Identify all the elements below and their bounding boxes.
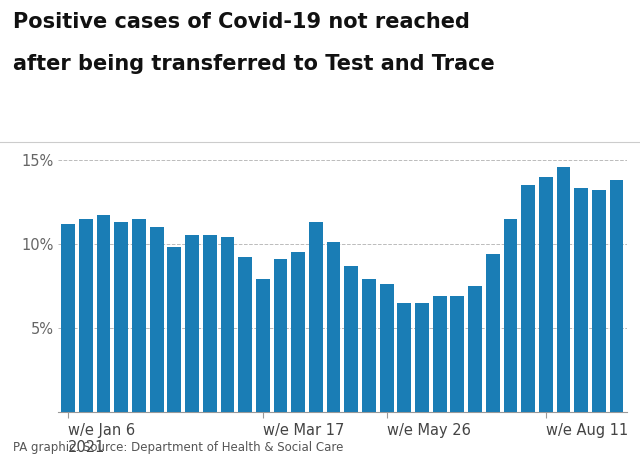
Bar bbox=[574, 188, 588, 412]
Bar bbox=[468, 286, 482, 412]
Bar bbox=[221, 237, 234, 412]
Bar bbox=[150, 227, 164, 412]
Text: Positive cases of Covid-19 not reached: Positive cases of Covid-19 not reached bbox=[13, 12, 470, 32]
Bar bbox=[433, 296, 447, 412]
Bar bbox=[238, 257, 252, 412]
Bar bbox=[168, 247, 181, 412]
Bar bbox=[362, 279, 376, 412]
Bar bbox=[380, 284, 394, 412]
Bar bbox=[115, 222, 128, 412]
Bar bbox=[256, 279, 269, 412]
Bar bbox=[326, 242, 340, 412]
Bar bbox=[451, 296, 464, 412]
Bar bbox=[203, 235, 216, 412]
Text: PA graphic. Source: Department of Health & Social Care: PA graphic. Source: Department of Health… bbox=[13, 441, 343, 454]
Bar bbox=[539, 177, 553, 412]
Text: after being transferred to Test and Trace: after being transferred to Test and Trac… bbox=[13, 54, 495, 74]
Bar bbox=[291, 252, 305, 412]
Bar bbox=[344, 266, 358, 412]
Bar bbox=[61, 224, 75, 412]
Bar bbox=[415, 303, 429, 412]
Bar bbox=[132, 219, 146, 412]
Bar bbox=[97, 215, 111, 412]
Bar bbox=[504, 219, 517, 412]
Bar bbox=[79, 219, 93, 412]
Bar bbox=[486, 254, 500, 412]
Bar bbox=[185, 235, 199, 412]
Bar bbox=[273, 259, 287, 412]
Bar bbox=[557, 166, 570, 412]
Bar bbox=[610, 180, 623, 412]
Bar bbox=[397, 303, 412, 412]
Bar bbox=[309, 222, 323, 412]
Bar bbox=[521, 185, 535, 412]
Bar bbox=[592, 190, 606, 412]
